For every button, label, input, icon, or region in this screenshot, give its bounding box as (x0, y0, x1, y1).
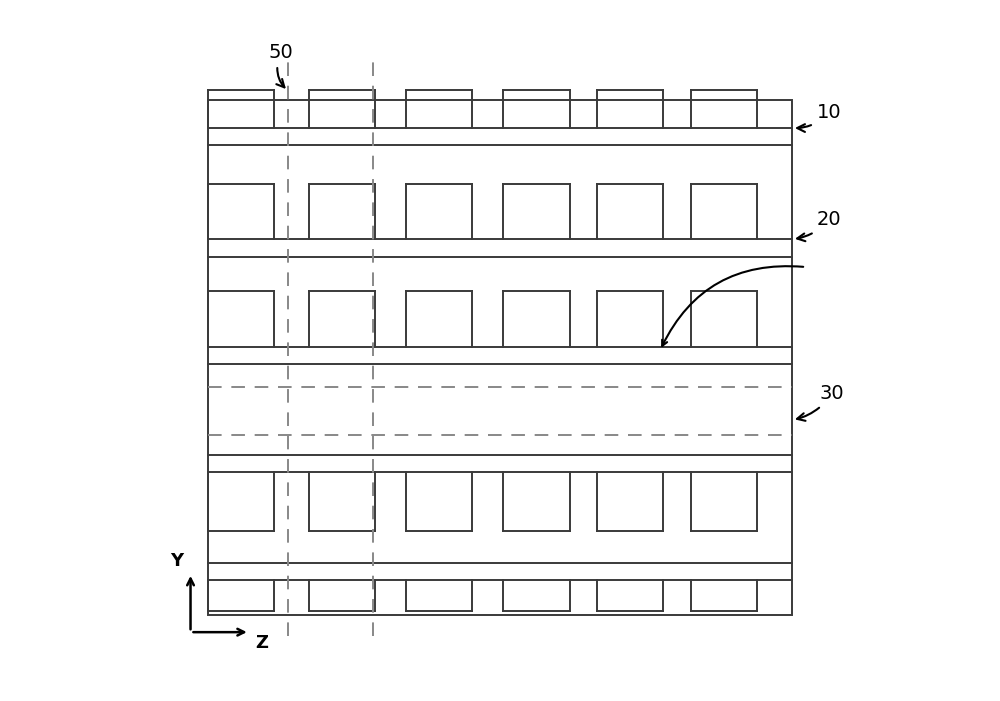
Text: 50: 50 (269, 43, 293, 88)
Text: 10: 10 (797, 102, 841, 132)
Text: Z: Z (255, 634, 268, 652)
Text: 30: 30 (797, 384, 845, 421)
Text: Y: Y (170, 552, 183, 570)
Bar (208, 100, 792, 615)
Text: 20: 20 (797, 210, 841, 241)
